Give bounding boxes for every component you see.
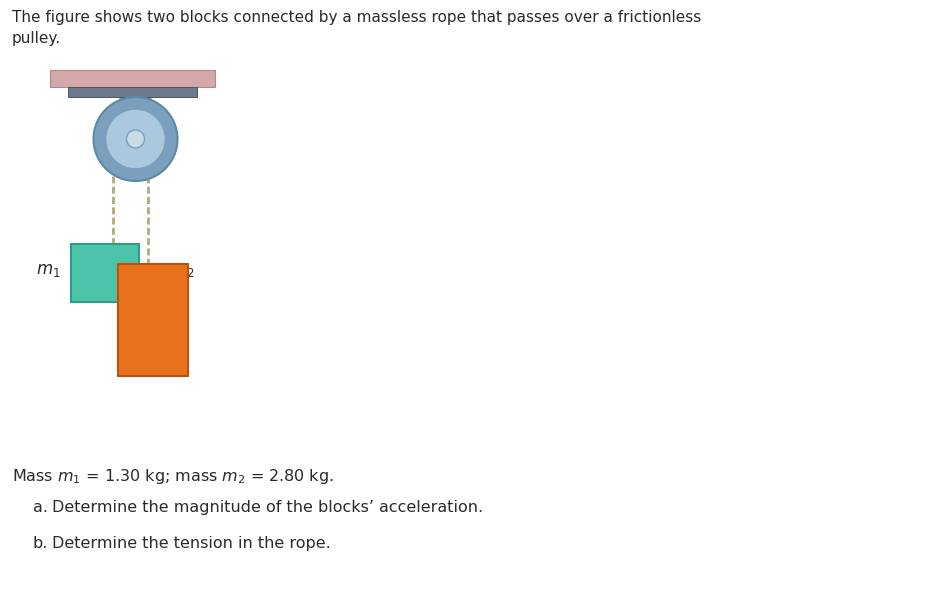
Text: Mass $m_1$ = 1.30 kg; mass $m_2$ = 2.80 kg.: Mass $m_1$ = 1.30 kg; mass $m_2$ = 2.80 …: [12, 467, 333, 486]
Text: $m_{\mathit{2}}$: $m_{\mathit{2}}$: [169, 262, 194, 279]
Text: pulley.: pulley.: [12, 31, 61, 46]
Circle shape: [126, 130, 144, 148]
Bar: [117, 264, 187, 376]
Bar: [50, 70, 214, 87]
Text: $m_{\mathit{1}}$: $m_{\mathit{1}}$: [36, 262, 61, 279]
Bar: [68, 87, 197, 97]
Text: a.: a.: [33, 500, 48, 515]
Text: Determine the magnitude of the blocks’ acceleration.: Determine the magnitude of the blocks’ a…: [51, 500, 483, 515]
Circle shape: [94, 97, 177, 181]
Text: b.: b.: [33, 536, 48, 551]
Circle shape: [106, 109, 166, 169]
Text: The figure shows two blocks connected by a massless rope that passes over a fric: The figure shows two blocks connected by…: [12, 10, 700, 25]
Text: Determine the tension in the rope.: Determine the tension in the rope.: [51, 536, 330, 551]
Bar: [70, 244, 139, 302]
